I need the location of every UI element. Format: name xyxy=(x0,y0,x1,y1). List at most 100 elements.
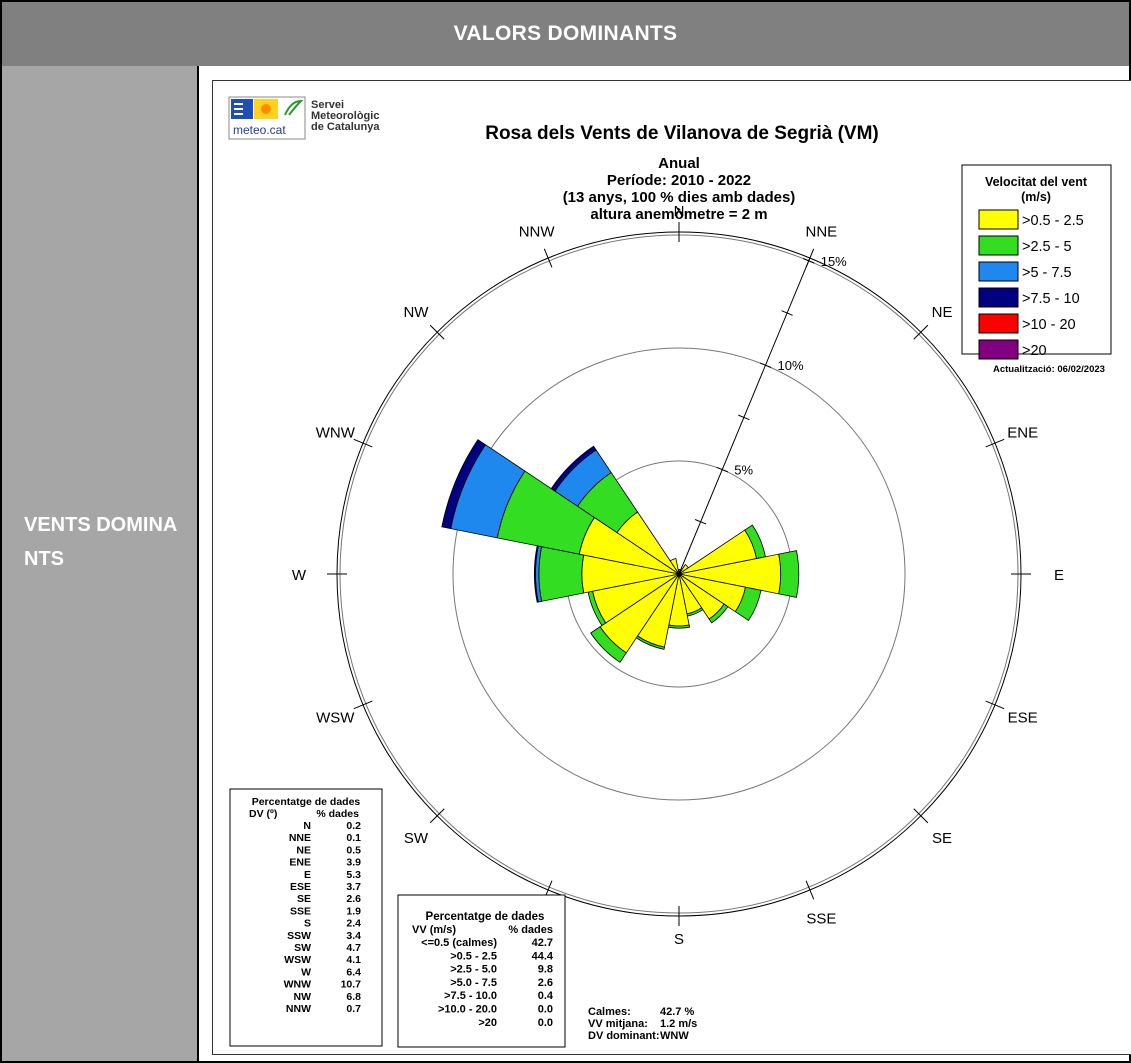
speed-table-col2: % dades xyxy=(508,924,553,936)
direction-table-dir: ENE xyxy=(289,857,311,869)
speed-table-pct: 9.8 xyxy=(538,964,553,976)
direction-table-box xyxy=(229,788,383,1047)
direction-table-dir: NNW xyxy=(286,1003,311,1015)
direction-table-pct: 2.4 xyxy=(346,918,361,930)
speed-table-box xyxy=(397,894,566,1048)
legend-swatch xyxy=(978,209,1019,230)
subtitle-line: Anual xyxy=(658,155,700,172)
summary-value: 1.2 m/s xyxy=(660,1018,697,1030)
direction-table-pct: 0.7 xyxy=(346,1003,361,1015)
direction-label-w: W xyxy=(292,567,307,584)
direction-label-e: E xyxy=(1054,567,1064,584)
legend-title: (m/s) xyxy=(1021,190,1051,204)
direction-table-col1: DV (º) xyxy=(249,808,277,820)
wind-rose-svg: meteo.cat Servei Meteorològic de Catalun… xyxy=(228,96,1112,1048)
logo-line-2: Meteorològic xyxy=(311,110,379,122)
update-note: Actualització: 06/02/2023 xyxy=(993,364,1105,375)
speed-table-range: >7.5 - 10.0 xyxy=(444,990,497,1002)
direction-table-dir: SW xyxy=(294,942,311,954)
direction-table-pct: 0.5 xyxy=(346,844,361,856)
direction-table-dir: SSE xyxy=(290,905,311,917)
speed-table-range: <=0.5 (calmes) xyxy=(421,937,497,949)
subtitle-line: Període: 2010 - 2022 xyxy=(607,172,751,189)
direction-table-pct: 5.3 xyxy=(346,869,361,881)
direction-tick xyxy=(913,324,929,340)
direction-label-ene: ENE xyxy=(1007,425,1038,442)
ring-label-15: 15% xyxy=(821,254,847,269)
speed-table-pct: 0.0 xyxy=(538,1017,553,1029)
direction-label-nw: NW xyxy=(403,304,429,321)
direction-tick xyxy=(353,700,373,710)
direction-tick xyxy=(985,700,1005,710)
direction-table-pct: 10.7 xyxy=(341,979,362,991)
legend-label: >10 - 20 xyxy=(1022,317,1076,333)
summary-block: Calmes: 42.7 % VV mitjana: 1.2 m/sDV domina… xyxy=(588,1006,697,1042)
direction-table-dir: NE xyxy=(296,844,311,856)
scale-tick xyxy=(738,414,750,421)
summary-value: 42.7 % xyxy=(660,1006,694,1018)
direction-table-pct: 3.7 xyxy=(346,881,361,893)
logo-line-1: Servei xyxy=(311,99,344,111)
direction-table-dir: SE xyxy=(297,893,311,905)
logo-brand: meteo.cat xyxy=(233,123,286,137)
subtitle-line: altura anemòmetre = 2 m xyxy=(590,206,767,223)
direction-tick xyxy=(805,880,815,900)
row-label: VENTS DOMINANTS xyxy=(24,514,178,570)
petal-w-bin2 xyxy=(538,546,585,602)
scale-tick xyxy=(781,310,793,316)
direction-table-col2: % dades xyxy=(316,808,359,820)
legend-swatch xyxy=(978,339,1019,360)
legend-swatch xyxy=(978,313,1019,334)
ring-10 xyxy=(452,347,906,801)
summary-label: VV mitjana: xyxy=(588,1018,648,1030)
legend: Velocitat del vent(m/s) >0.5 - 2.5 >2.5 - … xyxy=(961,164,1112,360)
direction-label-sse: SSE xyxy=(806,911,836,928)
direction-label-ese: ESE xyxy=(1008,709,1038,726)
logo-line-3: de Catalunya xyxy=(311,121,380,133)
legend-label: >7.5 - 10 xyxy=(1022,291,1080,307)
direction-tick xyxy=(805,248,815,268)
direction-tick xyxy=(543,248,553,268)
speed-table-pct: 44.4 xyxy=(532,950,554,962)
direction-label-nne: NNE xyxy=(806,223,838,240)
direction-tick xyxy=(353,438,373,448)
direction-table-dir: W xyxy=(301,966,311,978)
summary-label: Calmes: xyxy=(588,1006,631,1018)
direction-tick xyxy=(985,438,1005,448)
speed-table-range: >20 xyxy=(478,1017,497,1029)
summary-value: WNW xyxy=(660,1030,689,1042)
direction-table-dir: E xyxy=(304,869,311,881)
petal-se-bin2 xyxy=(708,603,729,624)
legend-label: >5 - 7.5 xyxy=(1022,265,1072,281)
ring-label-5: 5% xyxy=(734,463,753,478)
direction-label-ne: NE xyxy=(932,304,953,321)
direction-table-dir: NW xyxy=(294,991,312,1003)
scale-tick xyxy=(759,362,772,368)
direction-label-wsw: WSW xyxy=(316,709,355,726)
direction-table-pct: 1.9 xyxy=(346,905,361,917)
section-title: VALORS DOMINANTS xyxy=(453,22,678,45)
direction-table-dir: SSW xyxy=(287,930,311,942)
scale-axis: 5% 10% 15% xyxy=(678,254,847,575)
legend-swatch xyxy=(978,261,1019,282)
section-header: VALORS DOMINANTS xyxy=(0,0,1131,68)
speed-table-col1: VV (m/s) xyxy=(412,924,456,936)
direction-table-dir: N xyxy=(303,820,311,832)
direction-label-s: S xyxy=(674,931,684,948)
speed-table-range: >0.5 - 2.5 xyxy=(450,950,497,962)
legend-title: Velocitat del vent xyxy=(985,175,1088,189)
direction-table-pct: 3.9 xyxy=(346,857,361,869)
speed-table-range: >10.0 - 20.0 xyxy=(438,1004,497,1016)
direction-table-pct: 4.1 xyxy=(346,954,361,966)
speed-table-range: >5.0 - 7.5 xyxy=(450,977,497,989)
legend-swatch xyxy=(978,235,1019,256)
direction-table-pct: 0.1 xyxy=(346,832,361,844)
petal-e-bin2 xyxy=(778,550,800,598)
direction-table-pct: 2.6 xyxy=(346,893,361,905)
direction-table-title: Percentatge de dades xyxy=(252,796,361,808)
wind-petals xyxy=(441,439,800,663)
scale-axis-line xyxy=(678,257,811,575)
direction-table-dir: ESE xyxy=(290,881,311,893)
